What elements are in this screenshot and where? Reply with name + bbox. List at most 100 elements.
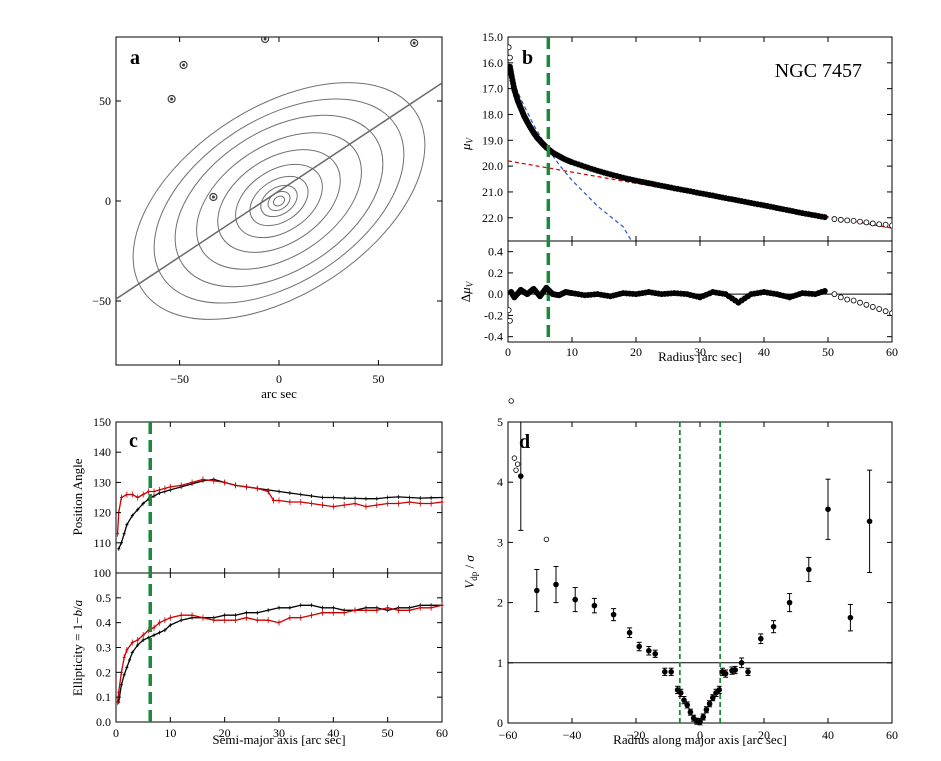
- residual-excluded-point: [863, 301, 870, 308]
- isophote-contour: [249, 175, 309, 227]
- panel-d-frame: [507, 421, 893, 724]
- panel-a-y-tick-label: 50: [99, 94, 111, 108]
- panel-a-ticks: −50 0 50 −50 0 50: [92, 37, 442, 386]
- vsigma-point: [786, 599, 793, 606]
- residual-excluded-point: [889, 310, 892, 317]
- mu-excluded-point: [863, 219, 870, 226]
- panel-a-content: [71, 37, 469, 320]
- isophote-contour: [235, 163, 323, 239]
- panel-d-y-tick-label: 1: [497, 656, 503, 670]
- star-contour: [179, 60, 188, 70]
- isophote-contour: [132, 82, 426, 320]
- residual-excluded-point: [882, 308, 889, 315]
- vsigma-point: [668, 669, 674, 675]
- vsigma-point: [710, 694, 716, 701]
- panel-c-xlabel: Semi-major axis [arc sec]: [212, 732, 345, 747]
- mu-excluded-point: [869, 220, 876, 227]
- star-core: [464, 172, 467, 175]
- vsigma-point: [610, 611, 617, 618]
- panel-b-top-plot: [508, 44, 892, 241]
- pa-red-line: [116, 478, 443, 534]
- pa-black-line: [118, 478, 443, 550]
- residual-excluded-point: [876, 306, 883, 312]
- star-contour: [71, 138, 78, 145]
- panel-d-x-tick-label: 20: [758, 728, 770, 742]
- disk-fit-line: [508, 160, 892, 229]
- panel-c-top-y-tick-label: 140: [93, 445, 111, 459]
- panel-d-y-tick-label: 4: [497, 475, 503, 489]
- star-contour: [462, 170, 469, 177]
- mu-excluded-point: [837, 216, 844, 223]
- vsigma-point: [652, 650, 658, 657]
- panel-d-label: d: [519, 431, 530, 453]
- panel-c-bottom-frame: [115, 572, 443, 723]
- panel-d-vsigma: −60 −40 −20 0 20 40 60 0 1 2 3 4 5 d Radius along ma…: [462, 398, 898, 747]
- panel-b-top-y-tick-label: 15.0: [482, 30, 503, 44]
- mu-excluded-point: [882, 221, 889, 228]
- panel-b-bottom-y-tick-label: 0.2: [488, 266, 503, 280]
- vsigma-point: [700, 714, 706, 720]
- vsigma-point: [758, 635, 764, 642]
- panel-d-x-tick-label: −60: [499, 728, 518, 742]
- panel-c-bottom-x-tick-label: 0: [113, 726, 119, 740]
- panel-d-x-tick-label: 40: [822, 728, 834, 742]
- mu-excluded-point: [889, 222, 892, 229]
- panel-c-bottom-x-tick-label: 30: [273, 726, 285, 740]
- vsigma-point: [866, 518, 873, 525]
- vsigma-point: [722, 670, 729, 677]
- vsigma-point: [534, 587, 540, 594]
- panel-b-top-y-tick-label: 17.0: [482, 82, 503, 96]
- ellipticity-red-line: [116, 604, 443, 703]
- vsigma-point: [825, 506, 831, 513]
- panel-a-x-tick-label: 0: [276, 372, 282, 386]
- panel-b-bottom-x-tick-label: 20: [630, 345, 642, 359]
- panel-c-bottom-x-tick-label: 10: [164, 726, 176, 740]
- residual-data-point: [821, 287, 828, 294]
- panel-b-bottom-x-tick-label: 30: [694, 345, 706, 359]
- vsigma-point: [847, 614, 854, 621]
- vsigma-point: [703, 706, 710, 713]
- vsigma-point: [745, 669, 751, 675]
- star-core: [263, 37, 267, 41]
- panel-b-label: b: [522, 47, 533, 69]
- star-contour: [410, 38, 419, 48]
- isophote-contour: [174, 114, 384, 288]
- panel-b-bottom-ylabel: ΔμV: [458, 280, 475, 302]
- panel-c-bottom-y-tick-label: 0.5: [96, 591, 111, 605]
- vsigma-point: [678, 690, 684, 696]
- mu-data-point: [821, 214, 828, 221]
- panel-a-contours: [71, 37, 469, 320]
- vsigma-point: [646, 647, 652, 654]
- panel-c-content: [116, 422, 444, 722]
- isophote-contour: [153, 98, 405, 304]
- vsigma-point: [706, 700, 713, 707]
- panel-b-bottom-x-tick-label: 10: [566, 345, 578, 359]
- panel-c-bottom-y-tick-label: 0.0: [96, 715, 111, 729]
- residual-excluded-point: [857, 299, 863, 306]
- panel-d-y-tick-label: 3: [497, 535, 503, 549]
- vsigma-point: [738, 660, 745, 666]
- panel-b-bottom-x-tick-label: 40: [758, 345, 770, 359]
- vsigma-open-point: [508, 398, 514, 404]
- mu-excluded-point: [831, 216, 838, 222]
- star-core: [73, 140, 76, 143]
- vsigma-point: [732, 667, 738, 673]
- vsigma-point: [662, 669, 668, 675]
- vsigma-point: [806, 566, 812, 573]
- isophote-contour: [196, 132, 362, 270]
- mu-excluded-point: [844, 217, 851, 224]
- panel-d-x-tick-label: 60: [886, 728, 898, 742]
- panel-c-top-y-tick-label: 120: [93, 506, 111, 520]
- panel-d-x-tick-label: 0: [697, 728, 703, 742]
- panel-c-bottom-x-tick-label: 20: [219, 726, 231, 740]
- panel-d-x-tick-label: −20: [627, 728, 646, 742]
- vsigma-open-point: [511, 455, 518, 461]
- galaxy-name: NGC 7457: [775, 60, 862, 82]
- panel-d-ticks: −60 −40 −20 0 20 40 60 0 1 2 3 4 5: [497, 415, 898, 742]
- star-core: [170, 97, 174, 101]
- residual-excluded-point: [850, 297, 857, 304]
- panel-d-y-tick-label: 2: [497, 596, 503, 610]
- panel-c-bottom-x-tick-label: 40: [327, 726, 339, 740]
- panel-b-bottom-x-tick-label: 60: [886, 345, 898, 359]
